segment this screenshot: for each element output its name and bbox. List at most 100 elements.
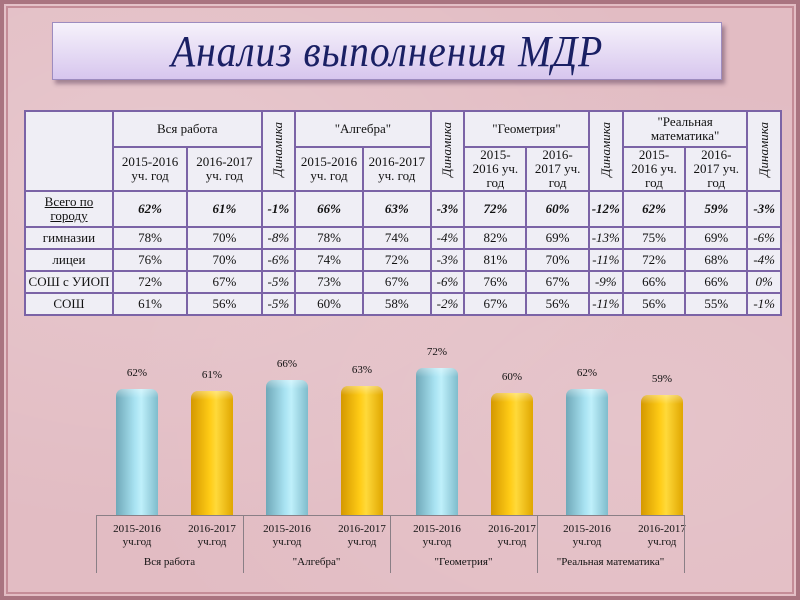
dynamics-cell: -12% [587, 190, 624, 228]
dynamics-header: Динамика [746, 110, 782, 192]
year-header: 2016-2017 уч. год [186, 146, 263, 192]
value-cell: 62% [111, 190, 189, 228]
value-cell: 70% [186, 226, 263, 250]
value-label: 61% [201, 368, 223, 381]
group-header: "Реальная математика" [621, 110, 749, 148]
dynamics-cell: -6% [746, 226, 782, 250]
value-cell: 72% [111, 270, 189, 294]
value-cell: 56% [621, 292, 687, 316]
value-label: 62% [576, 366, 598, 379]
year-header: 2015-2016 уч. год [463, 146, 528, 192]
value-cell: 70% [186, 248, 263, 272]
dynamics-cell: 0% [746, 270, 782, 294]
value-cell: 70% [525, 248, 590, 272]
bar [566, 388, 608, 515]
category-label: 2015-2016 уч.год [563, 523, 611, 548]
group-label: Вся работа [143, 556, 196, 568]
value-cell: 73% [294, 270, 364, 294]
category-label: 2016-2017 уч.год [638, 523, 686, 548]
dynamics-cell: -13% [587, 226, 624, 250]
page-title: Анализ выполнения МДР [170, 26, 604, 76]
axis-divider [243, 515, 244, 573]
value-cell: 78% [294, 226, 364, 250]
value-cell: 56% [525, 292, 590, 316]
value-cell: 61% [186, 190, 263, 228]
value-label: 72% [426, 346, 448, 359]
group-label: "Геометрия" [434, 556, 493, 568]
value-label: 63% [351, 364, 373, 377]
dynamics-cell: -4% [429, 226, 466, 250]
value-cell: 74% [361, 226, 432, 250]
value-label: 62% [126, 366, 148, 379]
axis-divider [96, 515, 97, 573]
value-cell: 82% [463, 226, 528, 250]
year-header: 2015-2016 уч. год [621, 146, 687, 192]
value-cell: 69% [525, 226, 590, 250]
value-cell: 60% [525, 190, 590, 228]
category-label: 2015-2016 уч.год [413, 523, 461, 548]
dynamics-cell: -3% [429, 248, 466, 272]
value-cell: 60% [294, 292, 364, 316]
value-cell: 69% [684, 226, 749, 250]
value-cell: 72% [621, 248, 687, 272]
category-label: 2016-2017 уч.год [488, 523, 536, 548]
table-row: гимназии 78% 70% -8% 78% 74% -4% 82% 69% -13% 75% 6… [24, 226, 782, 250]
year-header: 2016-2017 уч. год [525, 146, 590, 192]
results-table: Вся работа Динамика "Алгебра" Динамика "… [24, 110, 782, 316]
bar [641, 394, 683, 515]
value-cell: 75% [621, 226, 687, 250]
value-label: 59% [651, 372, 673, 385]
value-cell: 67% [525, 270, 590, 294]
dynamics-cell: -9% [587, 270, 624, 294]
year-header: 2016-2017 уч. год [361, 146, 432, 192]
group-label: "Реальная математика" [556, 556, 665, 568]
value-cell: 68% [684, 248, 749, 272]
dynamics-cell: -2% [429, 292, 466, 316]
bar [116, 388, 158, 515]
year-header: 2016-2017 уч. год [684, 146, 749, 192]
axis-divider [684, 515, 685, 573]
value-cell: 59% [684, 190, 749, 228]
dynamics-cell: -5% [260, 270, 297, 294]
value-label: 60% [501, 370, 523, 383]
group-header: "Геометрия" [463, 110, 590, 148]
group-header: Вся работа [111, 110, 263, 148]
axis-divider [537, 515, 538, 573]
value-cell: 81% [463, 248, 528, 272]
bar [266, 380, 308, 515]
value-cell: 56% [186, 292, 263, 316]
value-cell: 72% [361, 248, 432, 272]
value-cell: 58% [361, 292, 432, 316]
row-label: СОШ [24, 292, 114, 316]
category-label: 2015-2016 уч.год [263, 523, 311, 548]
category-label: 2016-2017 уч.год [188, 523, 236, 548]
value-label: 66% [276, 358, 298, 371]
dynamics-cell: -3% [746, 190, 782, 228]
value-cell: 62% [621, 190, 687, 228]
bar [491, 392, 533, 515]
group-label: "Алгебра" [292, 556, 341, 568]
title-banner: Анализ выполнения МДР [52, 22, 722, 80]
value-cell: 76% [111, 248, 189, 272]
row-label[interactable]: Всего по городу [24, 190, 114, 228]
value-cell: 76% [463, 270, 528, 294]
value-cell: 67% [186, 270, 263, 294]
value-cell: 55% [684, 292, 749, 316]
year-header: 2015-2016 уч. год [111, 146, 189, 192]
value-cell: 66% [294, 190, 364, 228]
value-cell: 63% [361, 190, 432, 228]
dynamics-cell: -11% [587, 292, 624, 316]
value-cell: 66% [684, 270, 749, 294]
value-cell: 74% [294, 248, 364, 272]
table-row: СОШ 61% 56% -5% 60% 58% -2% 67% 56% -11% 56% 55% -1% [24, 292, 782, 316]
value-cell: 67% [361, 270, 432, 294]
table-row: Всего по городу 62% 61% -1% 66% 63% -3% 72% 60% -… [24, 190, 782, 228]
dynamics-header: Динамика [429, 110, 466, 192]
dynamics-header: Динамика [587, 110, 624, 192]
group-header: "Алгебра" [294, 110, 432, 148]
year-header: 2015-2016 уч. год [294, 146, 364, 192]
dynamics-cell: -3% [429, 190, 466, 228]
row-label: СОШ с УИОП [24, 270, 114, 294]
dynamics-header: Динамика [260, 110, 297, 192]
axis-divider [390, 515, 391, 573]
